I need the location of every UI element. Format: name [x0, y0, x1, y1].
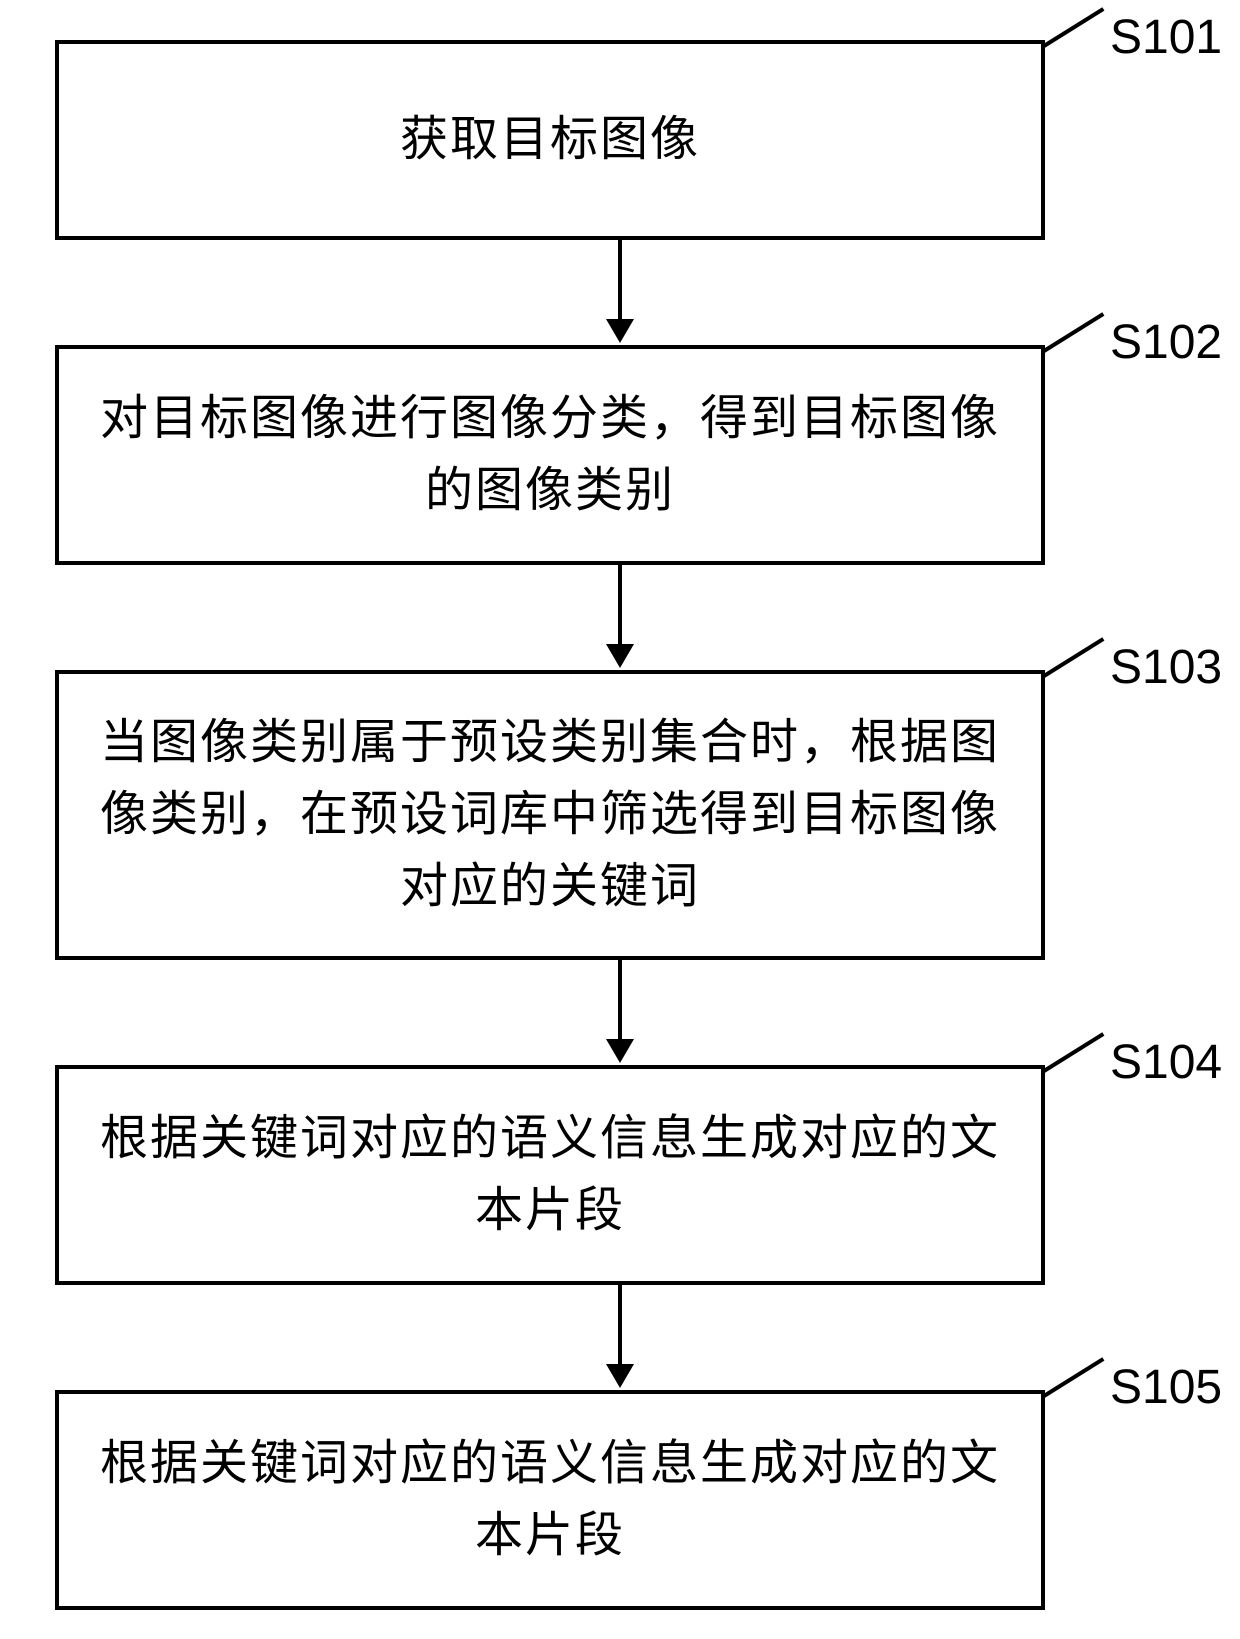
step-3-text: 当图像类别属于预设类别集合时，根据图像类别，在预设词库中筛选得到目标图像对应的关… — [99, 707, 1001, 923]
step-4-connector — [1043, 1032, 1104, 1072]
step-2-text: 对目标图像进行图像分类，得到目标图像的图像类别 — [99, 383, 1001, 527]
flowchart-container: 获取目标图像 S101 对目标图像进行图像分类，得到目标图像的图像类别 S102… — [0, 0, 1240, 1639]
step-1-connector — [1043, 7, 1104, 47]
flowchart-step-5: 根据关键词对应的语义信息生成对应的文本片段 — [55, 1390, 1045, 1610]
arrow-4 — [606, 1285, 634, 1388]
flowchart-step-2: 对目标图像进行图像分类，得到目标图像的图像类别 — [55, 345, 1045, 565]
step-3-label: S103 — [1110, 640, 1222, 695]
arrow-3 — [606, 960, 634, 1063]
step-5-label: S105 — [1110, 1360, 1222, 1415]
arrow-1 — [606, 240, 634, 343]
step-4-text: 根据关键词对应的语义信息生成对应的文本片段 — [99, 1103, 1001, 1247]
step-3-connector — [1043, 637, 1104, 677]
step-1-text: 获取目标图像 — [400, 104, 700, 176]
step-5-connector — [1043, 1357, 1104, 1397]
step-4-label: S104 — [1110, 1035, 1222, 1090]
step-5-text: 根据关键词对应的语义信息生成对应的文本片段 — [99, 1428, 1001, 1572]
arrow-2 — [606, 565, 634, 668]
flowchart-step-4: 根据关键词对应的语义信息生成对应的文本片段 — [55, 1065, 1045, 1285]
step-1-label: S101 — [1110, 10, 1222, 65]
flowchart-step-3: 当图像类别属于预设类别集合时，根据图像类别，在预设词库中筛选得到目标图像对应的关… — [55, 670, 1045, 960]
step-2-label: S102 — [1110, 315, 1222, 370]
flowchart-step-1: 获取目标图像 — [55, 40, 1045, 240]
step-2-connector — [1043, 312, 1104, 352]
